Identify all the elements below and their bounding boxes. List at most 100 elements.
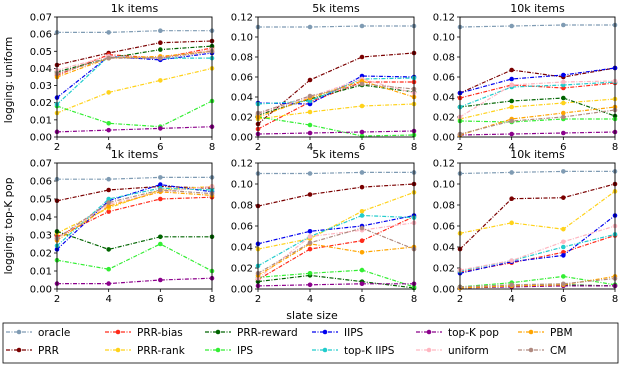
series-cm — [54, 187, 215, 241]
y-tick-label: 0.04 — [433, 93, 455, 104]
y-tick-label: 0.07 — [30, 159, 52, 170]
legend-label: IPS — [237, 345, 253, 357]
series-ips — [54, 98, 215, 130]
series-prr-reward — [54, 229, 215, 252]
series-line — [459, 67, 616, 94]
data-point — [106, 266, 111, 272]
series-line — [56, 183, 213, 250]
data-point — [359, 267, 365, 273]
data-point — [106, 203, 111, 209]
series-prr-rank — [54, 66, 215, 116]
x-tick-label: 6 — [560, 294, 566, 305]
y-tick-label: 0.01 — [30, 115, 52, 126]
legend-marker — [426, 329, 432, 335]
data-point — [158, 47, 163, 52]
y-tick-label: 0.04 — [30, 64, 52, 75]
legend-label: top-K IIPS — [344, 345, 395, 357]
data-point — [106, 196, 111, 202]
series-prr-bias — [54, 45, 215, 78]
data-point — [359, 209, 365, 214]
y-tick-label: 0.05 — [30, 47, 52, 58]
y-tick-label: 0.05 — [30, 195, 52, 206]
x-tick-label: 8 — [612, 142, 618, 153]
data-point — [106, 120, 111, 126]
y-tick-label: 0.00 — [433, 285, 455, 296]
data-point — [509, 23, 514, 29]
x-tick-label: 2 — [457, 294, 463, 305]
data-point — [106, 200, 111, 205]
legend-label: CM — [550, 345, 566, 357]
data-point — [158, 28, 163, 34]
data-point — [359, 81, 365, 87]
data-point — [158, 40, 163, 46]
data-point — [359, 133, 365, 139]
series-line — [459, 81, 616, 108]
x-tick-label: 8 — [411, 142, 417, 153]
x-tick-label: 4 — [105, 142, 111, 153]
x-tick-label: 6 — [157, 142, 163, 153]
legend-item-top-k-iips: top-K IIPS — [312, 345, 395, 357]
series-line — [56, 230, 212, 251]
series-line — [56, 47, 213, 76]
legend-item-uniform: uniform — [416, 345, 489, 357]
series-pbm — [54, 189, 215, 243]
legend: oracle PRR-bias PRR-reward IIPS top-K pop PBM… — [2, 322, 619, 364]
data-point — [307, 270, 313, 276]
y-tick-label: 0.04 — [433, 243, 455, 254]
series-line — [257, 214, 415, 267]
data-point — [359, 249, 365, 255]
y-tick-label: 0.02 — [231, 264, 253, 275]
data-point — [561, 226, 566, 232]
row-label-topk-pop: logging: top-K pop — [3, 177, 15, 274]
series-pbm — [255, 78, 417, 120]
y-tick-label: 0.08 — [231, 201, 253, 212]
x-tick-label: 2 — [457, 142, 463, 153]
y-tick-label: 0.00 — [231, 133, 253, 144]
data-point — [359, 238, 365, 243]
data-point — [158, 126, 163, 131]
series-top-k-pop — [255, 128, 417, 137]
series-line — [56, 50, 213, 78]
legend-label: PRR-reward — [237, 327, 298, 339]
data-point — [561, 130, 566, 136]
data-point — [359, 129, 365, 135]
series-line — [56, 45, 213, 73]
series-line — [257, 83, 415, 114]
series-prr-rank — [255, 190, 417, 252]
panel-title: 5k items — [312, 2, 360, 15]
y-tick-label: 0.10 — [231, 33, 253, 44]
data-point — [509, 282, 514, 288]
data-point — [509, 82, 514, 88]
data-point — [307, 282, 313, 288]
y-tick-label: 0.12 — [231, 13, 253, 24]
x-tick-label: 2 — [54, 142, 60, 153]
series-line — [257, 222, 415, 279]
panel-title: 5k items — [312, 148, 360, 161]
series-line — [257, 214, 415, 245]
panel-title: 10k items — [510, 148, 565, 161]
data-point — [561, 195, 566, 200]
panel-frame — [459, 162, 616, 290]
data-point — [561, 114, 566, 120]
data-point — [561, 281, 566, 287]
series-cm — [255, 225, 417, 276]
data-point — [158, 182, 163, 187]
data-point — [561, 72, 566, 78]
data-point — [561, 239, 566, 245]
y-tick-label: 0.04 — [30, 213, 52, 224]
panel-1-1: 5k items 0.00 0.02 0.04 0.06 0.08 0.10 0.12 2 4 6 8 — [231, 148, 417, 305]
y-tick-label: 0.06 — [30, 177, 52, 188]
data-point — [561, 110, 566, 116]
series-line — [257, 227, 415, 274]
row-label-uniform: logging: uniform — [3, 37, 15, 124]
x-tick-label: 4 — [508, 142, 514, 153]
legend-marker — [528, 347, 534, 353]
series-cm — [457, 107, 618, 137]
data-point — [106, 281, 111, 286]
series-iips — [255, 213, 417, 247]
data-point — [561, 22, 566, 28]
series-line — [57, 176, 212, 180]
data-point — [561, 249, 566, 255]
y-tick-label: 0.06 — [433, 73, 455, 84]
